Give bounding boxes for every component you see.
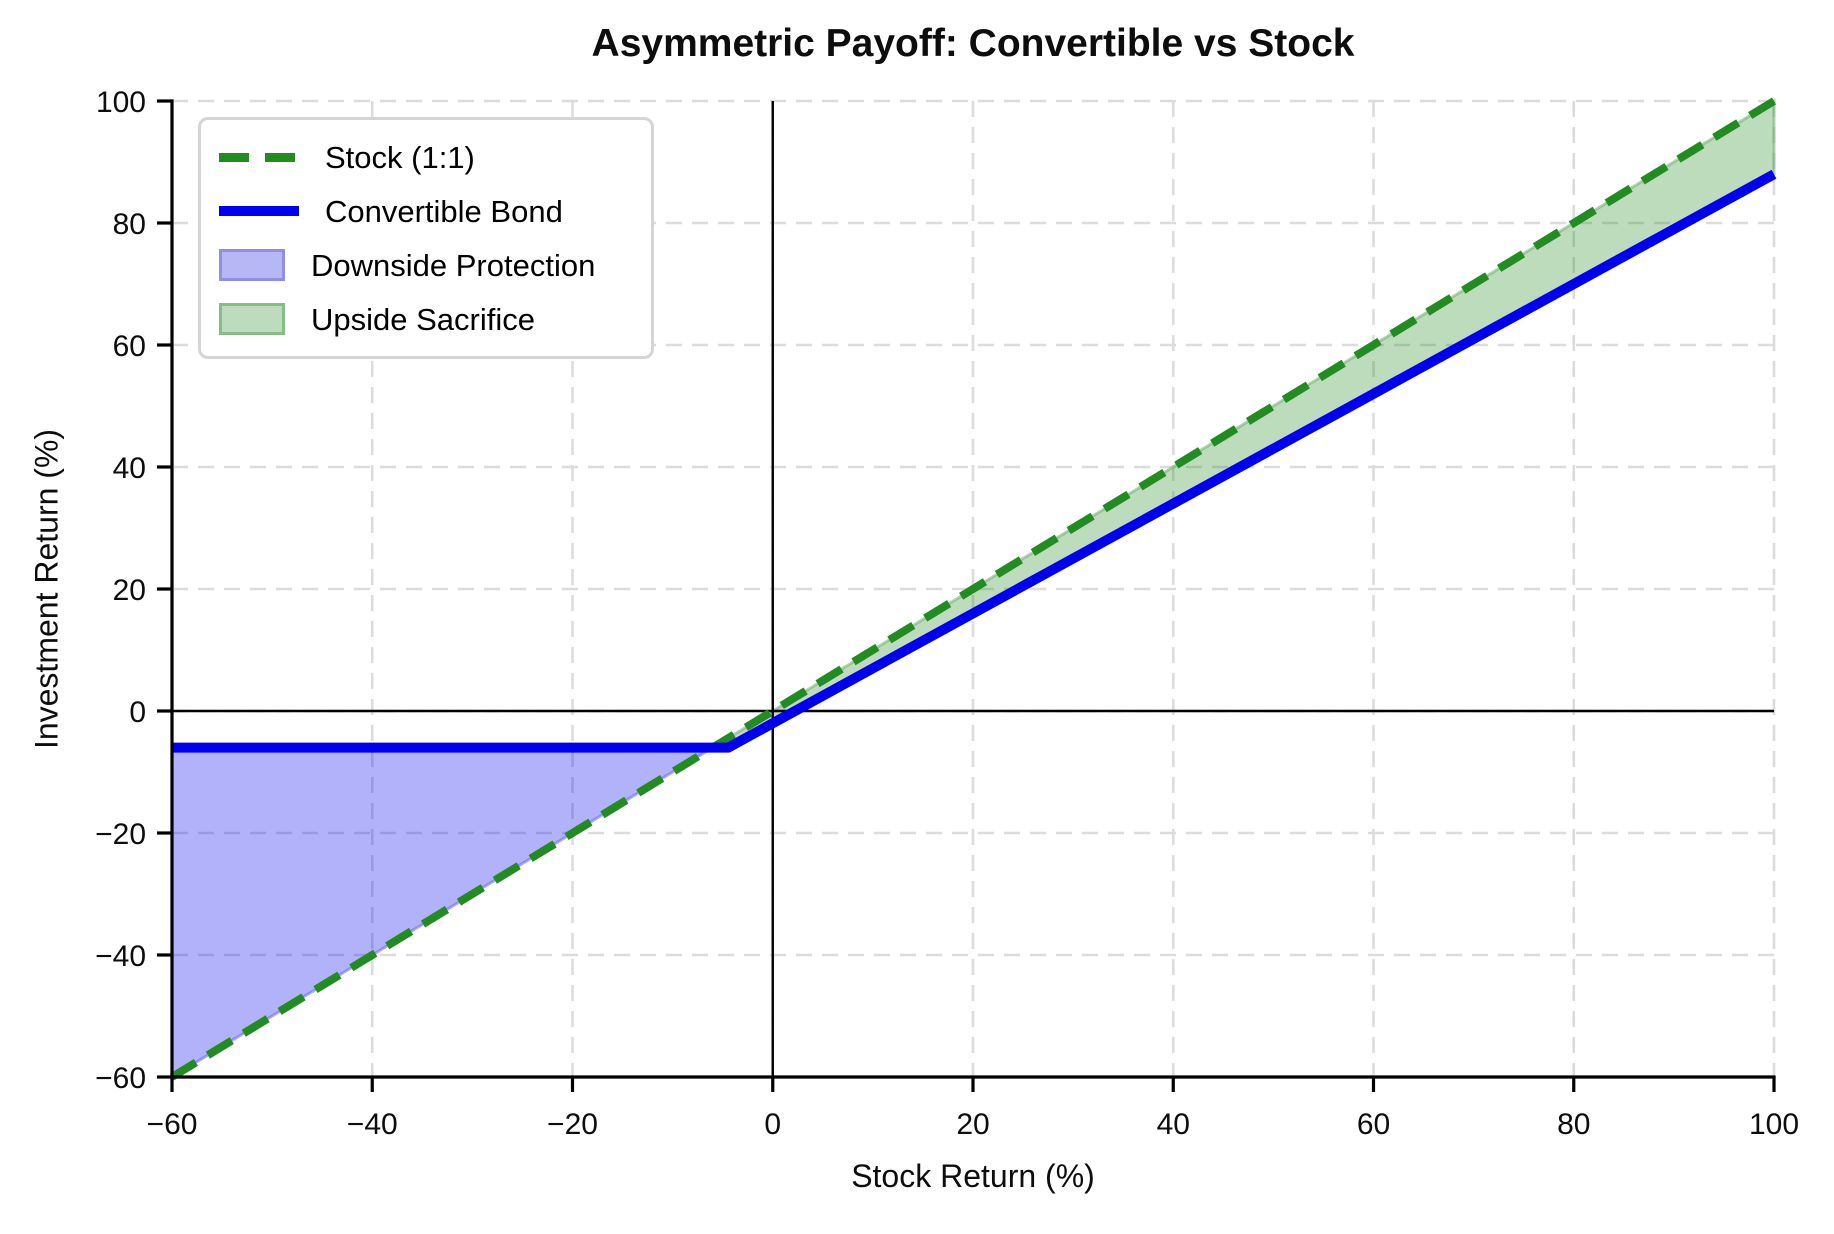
- stock-line: [169, 97, 1777, 1081]
- x-tick-label: 80: [1557, 1108, 1590, 1141]
- x-tick-label: 20: [956, 1108, 989, 1141]
- y-tick-label: 100: [96, 86, 146, 119]
- chart-title: Asymmetric Payoff: Convertible vs Stock: [591, 22, 1355, 65]
- x-tick-label: −20: [547, 1108, 598, 1141]
- x-tick-label: 40: [1157, 1108, 1190, 1141]
- x-tick-label: −60: [147, 1108, 198, 1141]
- convertible-line-swatch: [219, 206, 299, 216]
- legend: Stock (1:1) Convertible Bond Downside Pr…: [198, 117, 654, 359]
- x-axis-label: Stock Return (%): [851, 1158, 1095, 1194]
- legend-item-convertible: Convertible Bond: [219, 184, 633, 238]
- y-tick-label: 20: [113, 574, 146, 607]
- x-tick-label: 60: [1357, 1108, 1390, 1141]
- legend-label-convertible: Convertible Bond: [325, 193, 563, 229]
- legend-label-downside: Downside Protection: [311, 247, 596, 283]
- downside-protection-swatch: [219, 249, 285, 281]
- convertible-bond-line: [172, 169, 1777, 753]
- upside-sacrifice-swatch: [219, 303, 285, 335]
- y-tick-label: −60: [95, 1062, 146, 1095]
- y-tick-label: 80: [113, 208, 146, 241]
- y-tick-label: −20: [95, 818, 146, 851]
- legend-item-stock: Stock (1:1): [219, 130, 633, 184]
- legend-label-stock: Stock (1:1): [325, 139, 475, 175]
- legend-item-downside: Downside Protection: [219, 238, 633, 292]
- y-tick-label: 0: [129, 696, 146, 729]
- x-tick-label: −40: [347, 1108, 398, 1141]
- x-tick-label: 100: [1749, 1108, 1799, 1141]
- y-tick-label: 40: [113, 452, 146, 485]
- stock-dashed-line-swatch: [219, 152, 299, 162]
- y-axis-label: Investment Return (%): [28, 428, 65, 750]
- y-tick-label: 60: [113, 330, 146, 363]
- x-tick-label: 0: [764, 1108, 781, 1141]
- legend-label-upside: Upside Sacrifice: [311, 301, 535, 337]
- legend-item-upside: Upside Sacrifice: [219, 292, 633, 346]
- y-tick-label: −40: [95, 940, 146, 973]
